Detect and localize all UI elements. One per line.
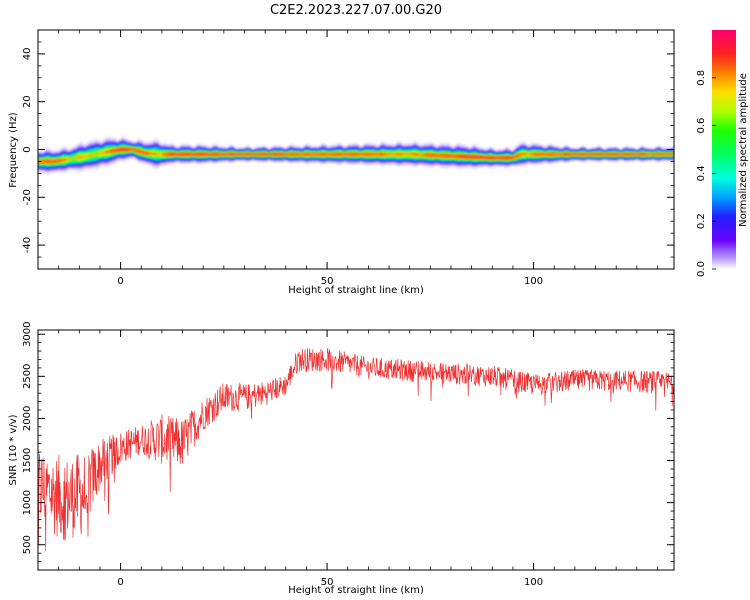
- snr-series-line: [38, 347, 674, 552]
- figure-title: C2E2.2023.227.07.00.G20: [270, 3, 442, 18]
- y-tick-label: 20: [22, 95, 33, 108]
- x-tick-label: 100: [524, 276, 543, 287]
- spectrogram-ylabel: Frequency (Hz): [8, 112, 19, 188]
- y-tick-label: 2500: [22, 364, 33, 389]
- colorbar-ticks: 0.0 0.2 0.4 0.6 0.8: [696, 70, 716, 277]
- y-tick-label: 40: [22, 48, 33, 61]
- y-tick-label: -40: [22, 237, 33, 253]
- colorbar-tick-label: 0.0: [696, 261, 707, 277]
- colorbar-tick-label: 0.2: [696, 213, 707, 229]
- x-tick-label: 0: [117, 577, 123, 588]
- snr-xlabel: Height of straight line (km): [288, 585, 424, 596]
- snr-ylabel: SNR (10 * v/v): [8, 414, 19, 485]
- spectrogram-ridge: [38, 136, 674, 175]
- x-tick-label: 50: [321, 577, 334, 588]
- spectrogram-xlabel: Height of straight line (km): [288, 285, 424, 296]
- y-tick-label: 1000: [22, 490, 33, 515]
- colorbar-label: Normalized spectral amplitude: [738, 73, 749, 227]
- colorbar-tick-label: 0.8: [696, 70, 707, 86]
- colorbar: 0.0 0.2 0.4 0.6 0.8 Normalized spectral ampl…: [696, 30, 749, 277]
- colorbar-tick-label: 0.6: [696, 118, 707, 134]
- colorbar-gradient: [712, 30, 736, 269]
- spectrogram-panel: 0 50 100 -40 -20 0 20 40 Height of straight lin…: [8, 29, 675, 296]
- snr-frame: [37, 329, 675, 571]
- x-tick-label: 100: [524, 577, 543, 588]
- spectrogram-band-6: [38, 147, 674, 164]
- x-tick-label: 50: [321, 276, 334, 287]
- spectrogram-ticks: 0 50 100 -40 -20 0 20 40: [22, 29, 674, 287]
- snr-panel: 0 50 100 500 1000 1500 2000 2500 3000 Height of …: [8, 321, 675, 596]
- y-tick-label: 2000: [22, 406, 33, 431]
- y-tick-label: 1500: [22, 448, 33, 473]
- y-tick-label: -20: [22, 189, 33, 205]
- y-tick-label: 0: [22, 146, 33, 152]
- y-tick-label: 500: [22, 535, 33, 554]
- snr-ticks: 0 50 100 500 1000 1500 2000 2500 3000: [22, 321, 674, 588]
- x-tick-label: 0: [117, 276, 123, 287]
- colorbar-tick-label: 0.4: [696, 165, 707, 181]
- y-tick-label: 3000: [22, 321, 33, 346]
